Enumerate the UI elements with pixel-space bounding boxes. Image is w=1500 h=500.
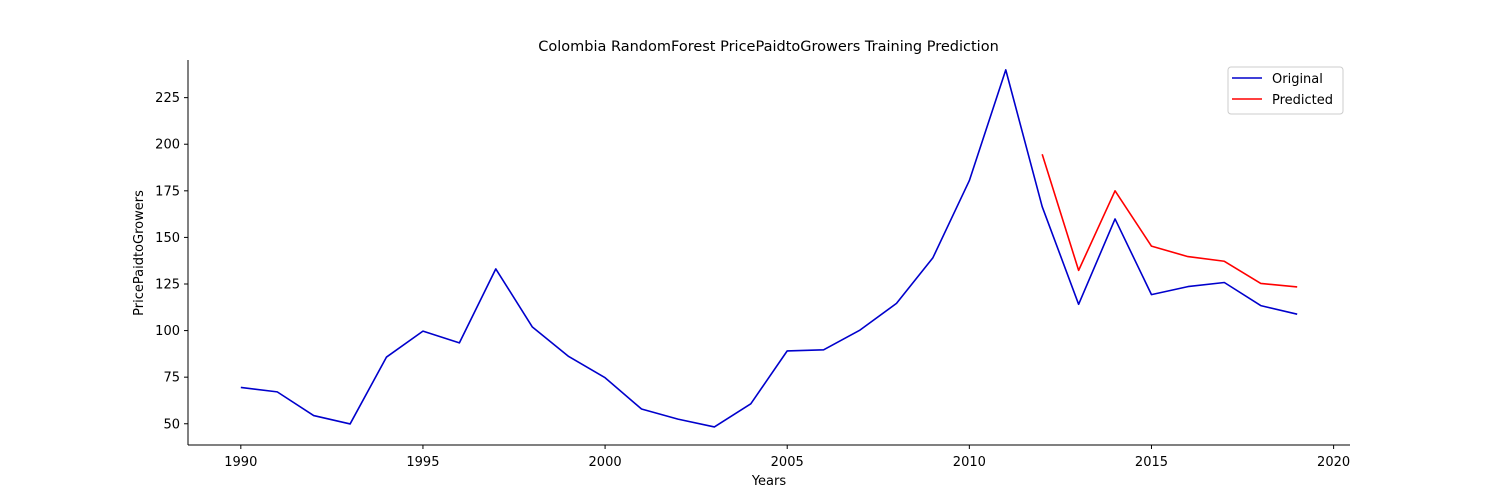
y-tick-label: 100: [155, 324, 180, 339]
x-tick-label: 1990: [224, 455, 257, 470]
y-tick-label: 150: [155, 231, 180, 246]
x-tick-label: 2015: [1135, 455, 1168, 470]
y-tick-label: 225: [155, 91, 180, 106]
chart-title: Colombia RandomForest PricePaidtoGrowers…: [538, 39, 999, 55]
y-tick-label: 175: [155, 184, 180, 199]
series-line-original: [240, 69, 1298, 428]
legend-label-predicted: Predicted: [1272, 93, 1333, 108]
legend-label-original: Original: [1272, 72, 1323, 87]
series-line-predicted: [1041, 154, 1298, 288]
y-tick-label: 75: [163, 371, 180, 386]
y-tick-label: 50: [163, 417, 180, 432]
x-tick-label: 2020: [1317, 455, 1350, 470]
x-axis-ticks: 1990 1995 2000 2005 2010 2015 2020: [224, 445, 1350, 470]
y-axis-label: PricePaidtoGrowers: [132, 190, 147, 316]
series-lines: [240, 69, 1298, 428]
y-tick-label: 200: [155, 138, 180, 153]
legend: Original Predicted: [1227, 66, 1344, 115]
y-axis-ticks: 50 75 100 125 150 175 200 225: [155, 91, 188, 432]
x-tick-label: 1995: [406, 455, 439, 470]
x-axis-label: Years: [751, 474, 787, 489]
x-tick-label: 2000: [589, 455, 622, 470]
x-tick-label: 2010: [953, 455, 986, 470]
x-tick-label: 2005: [771, 455, 804, 470]
y-tick-label: 125: [155, 277, 180, 292]
